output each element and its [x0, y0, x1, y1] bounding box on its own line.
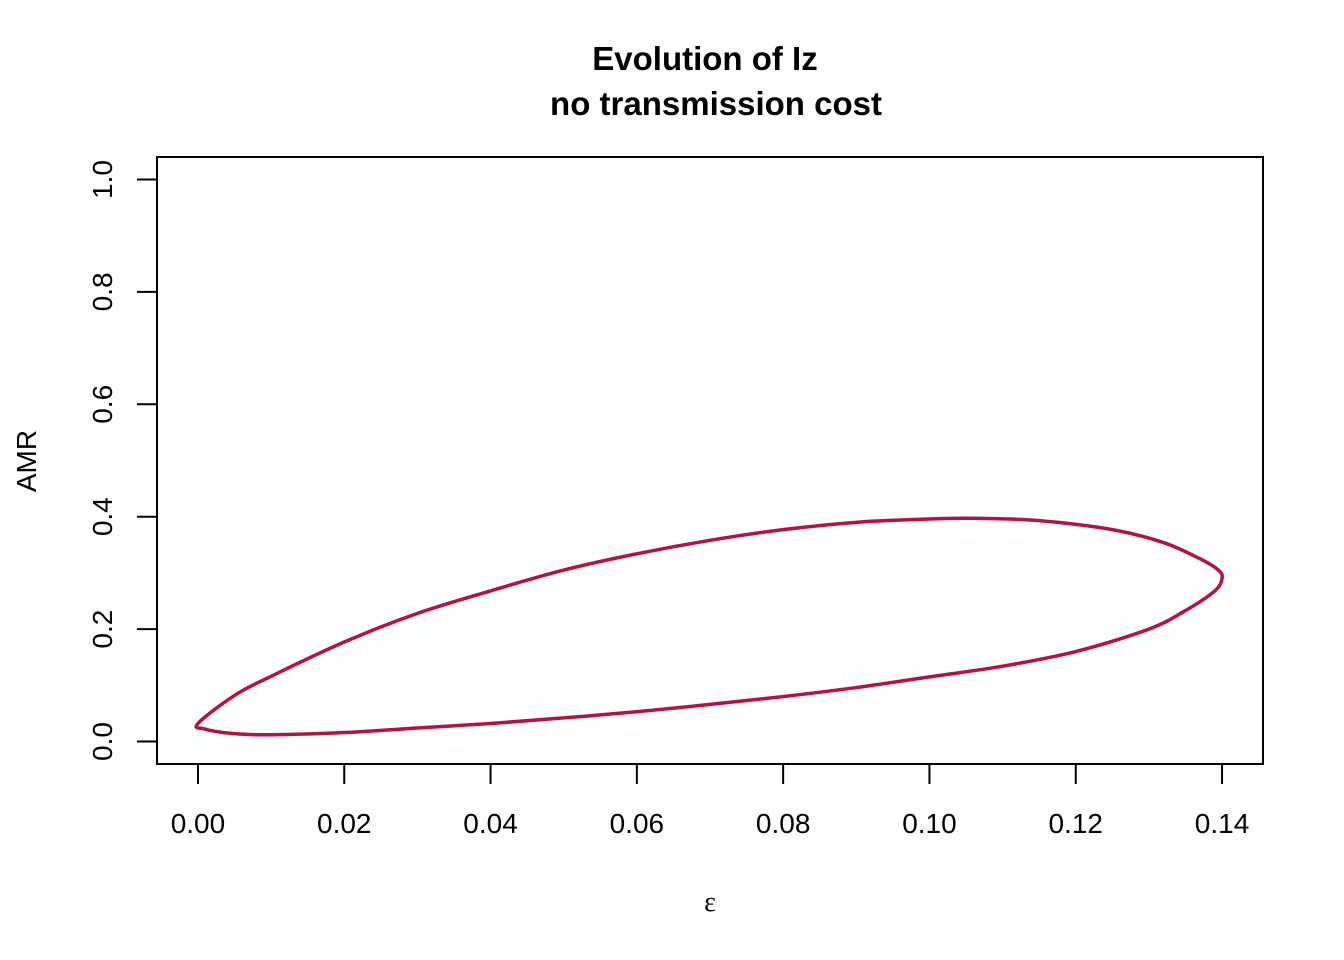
- x-tick-label: 0.12: [1048, 808, 1103, 839]
- plot-area: [194, 516, 1224, 737]
- x-axis-label: ε: [704, 887, 716, 918]
- y-axis: 0.0 0.2 0.4 0.6 0.8 1.0: [87, 160, 158, 761]
- x-tick-label: 0.06: [610, 808, 665, 839]
- y-tick-label: 1.0: [87, 160, 118, 199]
- x-tick-label: 0.04: [463, 808, 518, 839]
- x-tick-label: 0.00: [171, 808, 226, 839]
- chart-subtitle: no transmission cost: [550, 85, 882, 122]
- y-axis-label: AMR: [11, 430, 42, 492]
- x-axis: 0.00 0.02 0.04 0.06 0.08 0.10 0.12 0.14: [171, 763, 1250, 839]
- series-line-0: [194, 516, 1224, 737]
- x-tick-label: 0.02: [317, 808, 372, 839]
- y-tick-label: 0.6: [87, 385, 118, 424]
- y-tick-label: 0.2: [87, 610, 118, 649]
- x-tick-label: 0.10: [902, 808, 957, 839]
- x-tick-label: 0.14: [1195, 808, 1250, 839]
- y-tick-label: 0.0: [87, 722, 118, 761]
- y-tick-label: 0.4: [87, 497, 118, 536]
- y-tick-label: 0.8: [87, 272, 118, 311]
- x-tick-label: 0.08: [756, 808, 811, 839]
- plot-frame: [156, 156, 1264, 765]
- chart-title: Evolution of Iz: [592, 40, 817, 77]
